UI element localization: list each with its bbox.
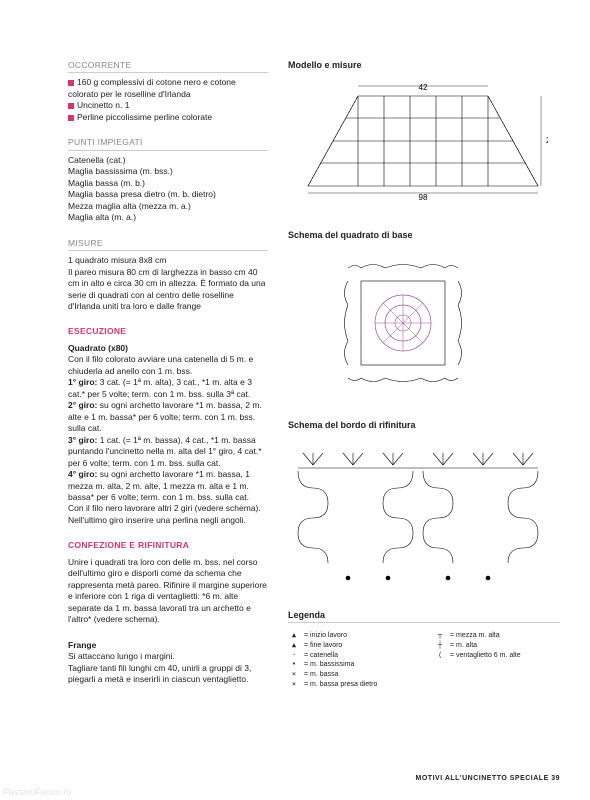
punti-line: Maglia bassa presa dietro (m. b. dietro)	[68, 189, 268, 200]
occorrente-item: Uncinetto n. 1	[68, 100, 268, 111]
legend-item: ×= m. bassa	[288, 670, 414, 680]
modello-title: Modello e misure	[288, 60, 560, 70]
punti-block: PUNTI IMPIEGATI Catenella (cat.) Maglia …	[68, 137, 268, 223]
punti-line: Mezza maglia alta (mezza m. a.)	[68, 201, 268, 212]
giro-1: 1° giro: 3 cat. (= 1ª m. alta), 3 cat., …	[68, 377, 268, 400]
svg-text:42: 42	[419, 83, 428, 92]
bullet-icon	[68, 115, 74, 121]
giro-2: 2° giro: su ogni archetto lavorare *1 m.…	[68, 400, 268, 434]
misure-block: MISURE 1 quadrato misura 8x8 cm Il pareo…	[68, 238, 268, 313]
legend-item: ▲= inizio lavoro	[288, 631, 414, 641]
esecuzione-subtitle: Quadrato (x80)	[68, 343, 268, 354]
misure-title: MISURE	[68, 238, 268, 251]
bullet-icon	[68, 80, 74, 86]
occorrente-title: OCCORRENTE	[68, 60, 268, 73]
legend-item: ┼= m. alta	[434, 641, 560, 651]
bordo-diagram: Schema del bordo di rifinitura	[288, 420, 560, 590]
legenda-block: Legenda ▲= inizio lavoro ▲= fine lavoro …	[288, 610, 560, 690]
giro-3: 3° giro: 1 cat. (= 1ª m. bassa), 4 cat.,…	[68, 435, 268, 469]
punti-line: Catenella (cat.)	[68, 155, 268, 166]
occorrente-block: OCCORRENTE 160 g complessivi di cotone n…	[68, 60, 268, 123]
confezione-title: CONFEZIONE E RIFINITURA	[68, 540, 268, 552]
legend-item: ⟨= ventaglietto 6 m. alte	[434, 651, 560, 661]
esecuzione-title: ESECUZIONE	[68, 326, 268, 338]
legend-item: ⨯= m. bassa presa dietro	[288, 680, 414, 690]
legend-item: •= m. bassissima	[288, 660, 414, 670]
esecuzione-outro: Con il filo nero lavorare altri 2 giri (…	[68, 503, 268, 526]
punti-line: Maglia alta (m. a.)	[68, 212, 268, 223]
punti-line: Maglia bassissima (m. bss.)	[68, 166, 268, 177]
legenda-title: Legenda	[288, 610, 560, 623]
misure-text: 1 quadrato misura 8x8 cm Il pareo misura…	[68, 255, 268, 312]
modello-diagram: Modello e misure 42 98 28	[288, 60, 560, 210]
quadrato-title: Schema del quadrato di base	[288, 230, 560, 240]
left-column: OCCORRENTE 160 g complessivi di cotone n…	[68, 60, 268, 710]
edge-diagram	[288, 438, 548, 588]
frange-text: Si attaccano lungo i margini. Tagliare t…	[68, 651, 268, 685]
giro-4: 4° giro: su ogni archetto lavorare *1 m.…	[68, 469, 268, 503]
trapezoid-diagram: 42 98 28	[288, 78, 548, 208]
bullet-icon	[68, 103, 74, 109]
right-column: Modello e misure 42 98 28	[288, 60, 560, 710]
legend-item: ┬= mezza m. alta	[434, 631, 560, 641]
esecuzione-intro: Con il filo colorato avviare una catenel…	[68, 354, 268, 377]
confezione-text: Unire i quadrati tra loro con delle m. b…	[68, 557, 268, 626]
watermark: PassionForum.ru	[3, 787, 72, 797]
frange-title: Frange	[68, 640, 268, 651]
confezione-block: CONFEZIONE E RIFINITURA Unire i quadrati…	[68, 540, 268, 625]
occorrente-item: Perline piccolissime perline colorate	[68, 112, 268, 123]
esecuzione-block: ESECUZIONE Quadrato (x80) Con il filo co…	[68, 326, 268, 526]
bordo-title: Schema del bordo di rifinitura	[288, 420, 560, 430]
occorrente-item: 160 g complessivi di cotone nero e coton…	[68, 77, 268, 100]
page-footer: MOTIVI ALL'UNCINETTO SPECIALE 39	[416, 775, 560, 782]
svg-text:98: 98	[419, 193, 428, 202]
frange-block: Frange Si attaccano lungo i margini. Tag…	[68, 640, 268, 686]
granny-square-diagram	[328, 248, 478, 398]
quadrato-diagram: Schema del quadrato di base	[288, 230, 560, 400]
svg-text:28: 28	[546, 136, 548, 145]
legend-item: ▲= fine lavoro	[288, 641, 414, 651]
legend-item: ·= catenella	[288, 651, 414, 661]
punti-title: PUNTI IMPIEGATI	[68, 137, 268, 150]
punti-line: Maglia bassa (m. b.)	[68, 178, 268, 189]
